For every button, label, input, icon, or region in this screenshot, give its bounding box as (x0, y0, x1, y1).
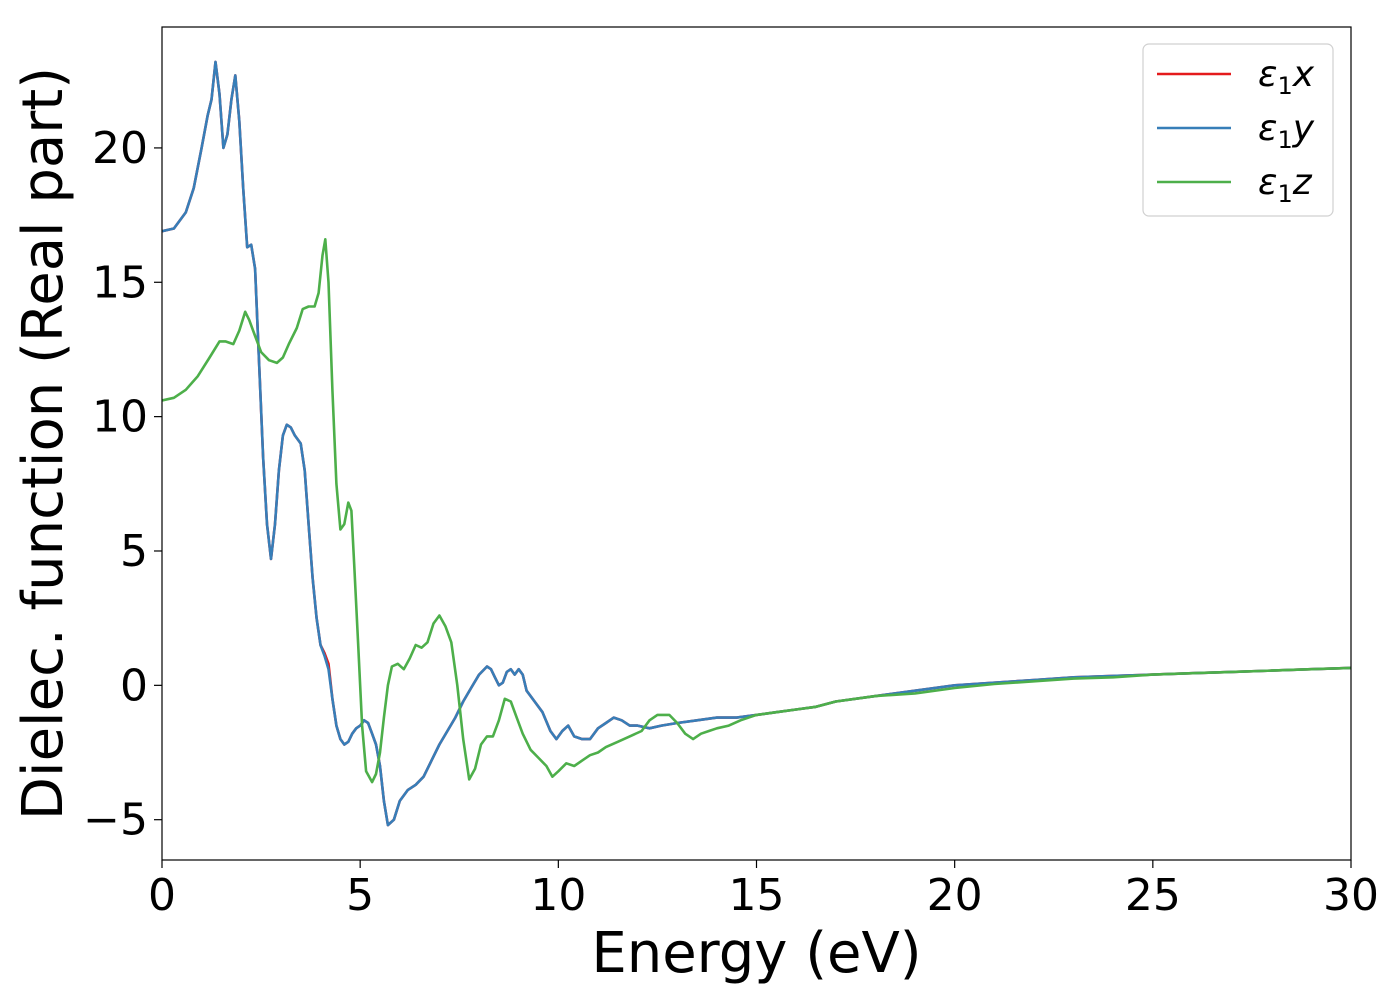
series-line-ε1y (162, 60, 1351, 827)
legend-label: ε1z (1258, 162, 1313, 208)
x-tick-label: 20 (927, 870, 983, 921)
y-tick-label: 0 (120, 660, 148, 711)
series-line-ε1z (162, 238, 1351, 784)
x-tick-label: 10 (530, 870, 586, 921)
y-axis: −5 0 5 10 15 20 (83, 123, 162, 846)
legend-box (1142, 43, 1334, 217)
x-axis-label: Energy (eV) (591, 921, 921, 986)
legend-label: ε1x (1258, 54, 1315, 100)
y-tick-label: −5 (83, 795, 148, 846)
series-layer (162, 60, 1351, 827)
x-axis: 0 5 10 15 20 25 30 (148, 860, 1379, 921)
x-tick-label: 15 (729, 870, 785, 921)
y-tick-label: 15 (92, 257, 148, 308)
legend: ε1x ε1y ε1z (1142, 43, 1334, 217)
x-tick-label: 0 (148, 870, 176, 921)
y-axis-label: Dielec. function (Real part) (11, 67, 76, 820)
x-tick-label: 5 (346, 870, 374, 921)
x-tick-label: 25 (1125, 870, 1181, 921)
y-tick-label: 5 (120, 526, 148, 577)
x-tick-label: 30 (1323, 870, 1379, 921)
legend-label: ε1y (1258, 108, 1315, 154)
y-tick-label: 10 (92, 392, 148, 443)
y-tick-label: 20 (92, 123, 148, 174)
